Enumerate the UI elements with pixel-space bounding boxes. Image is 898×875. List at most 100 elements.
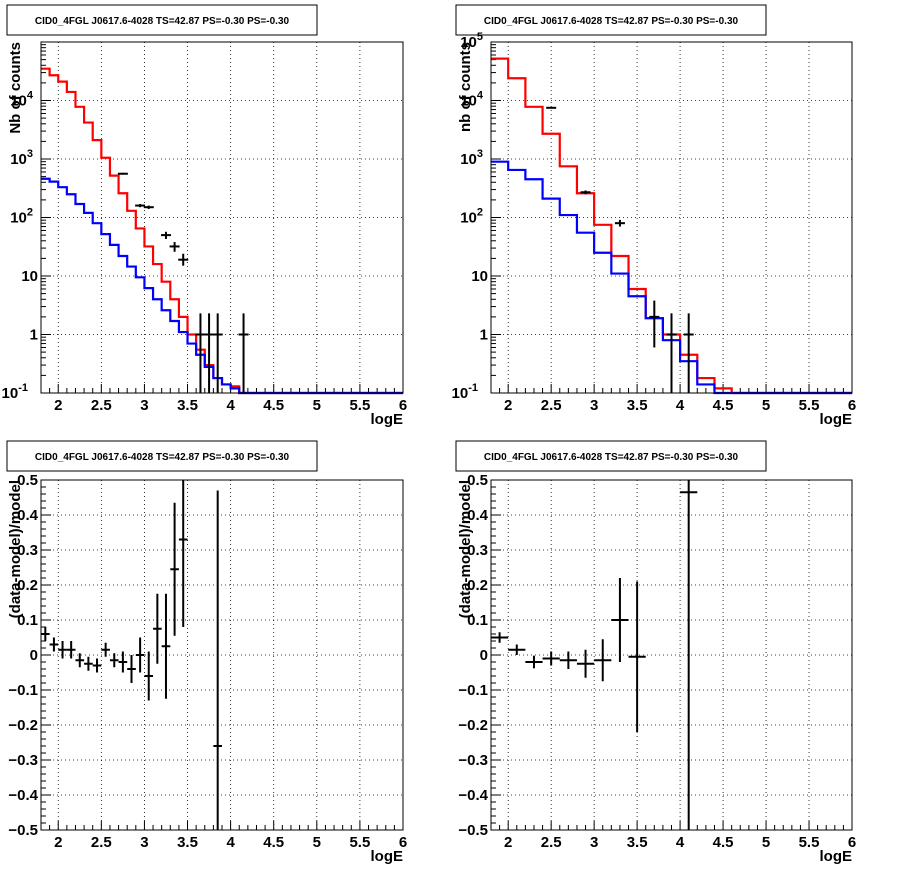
y-tick-label: 0.1 [467, 612, 488, 629]
series-2-line [491, 160, 852, 395]
x-tick-label: 2.5 [91, 397, 112, 414]
y-tick-label: 10-1 [452, 382, 478, 402]
y-tick-label: −0.5 [8, 822, 38, 839]
x-axis-label: logE [820, 411, 853, 428]
y-tick-label: 0.5 [467, 472, 488, 489]
y-tick-label: 102 [10, 207, 33, 227]
y-axis-label: (data-model)/model [7, 480, 24, 618]
y-tick-label: 104 [10, 90, 34, 110]
chart-panel-3: CID0_4FGL J0617.6-4028 TS=42.87 PS=-0.30… [6, 440, 407, 865]
y-tick-label: 0 [30, 647, 38, 664]
x-tick-label: 5.5 [799, 834, 820, 851]
y-tick-label: 0.3 [17, 542, 38, 559]
plot-frame [490, 479, 853, 831]
x-tick-label: 6 [399, 834, 407, 851]
y-tick-label: −0.4 [8, 787, 38, 804]
x-tick-label: 2 [54, 834, 62, 851]
y-tick-label: 1 [480, 327, 488, 344]
x-tick-label: 2 [504, 397, 512, 414]
y-tick-label: 103 [10, 148, 33, 168]
y-tick-label: 0.3 [467, 542, 488, 559]
title-box [6, 440, 318, 472]
y-tick-label: 0 [480, 647, 488, 664]
y-axis-label: nb of counts [457, 42, 474, 132]
x-tick-label: 4.5 [713, 834, 734, 851]
x-tick-label: 2.5 [541, 397, 562, 414]
x-tick-label: 3.5 [177, 834, 198, 851]
x-tick-label: 3.5 [627, 834, 648, 851]
chart-panel-1: CID0_4FGL J0617.6-4028 TS=42.87 PS=-0.30… [2, 4, 407, 428]
y-tick-label: −0.2 [458, 717, 488, 734]
x-tick-label: 3 [140, 397, 148, 414]
x-tick-label: 6 [848, 397, 856, 414]
x-tick-label: 2 [504, 834, 512, 851]
x-tick-label: 2.5 [541, 834, 562, 851]
y-tick-label: 1 [30, 327, 38, 344]
x-tick-label: 3.5 [627, 397, 648, 414]
series-1-line [491, 57, 852, 395]
x-tick-label: 3 [590, 397, 598, 414]
y-tick-label: 0.1 [17, 612, 38, 629]
x-axis-label: logE [820, 848, 853, 865]
y-tick-label: −0.3 [458, 752, 488, 769]
chart-title: CID0_4FGL J0617.6-4028 TS=42.87 PS=-0.30… [35, 16, 290, 27]
x-tick-label: 3.5 [177, 397, 198, 414]
y-tick-label: −0.1 [8, 682, 38, 699]
y-tick-label: 105 [460, 31, 483, 51]
x-tick-label: 4 [226, 397, 235, 414]
y-tick-label: −0.3 [8, 752, 38, 769]
y-tick-label: 104 [460, 90, 484, 110]
y-tick-label: −0.1 [458, 682, 488, 699]
chart-panel-2: CID0_4FGL J0617.6-4028 TS=42.87 PS=-0.30… [452, 4, 856, 428]
series-1-line [41, 67, 403, 395]
series-2-line [41, 177, 403, 395]
x-tick-label: 2.5 [91, 834, 112, 851]
x-tick-label: 5 [762, 397, 770, 414]
chart-panel-4: CID0_4FGL J0617.6-4028 TS=42.87 PS=-0.30… [455, 440, 856, 865]
plot-frame [40, 479, 404, 831]
y-tick-label: −0.5 [458, 822, 488, 839]
chart-title: CID0_4FGL J0617.6-4028 TS=42.87 PS=-0.30… [484, 452, 739, 463]
y-axis-label: Nb of counts [7, 42, 24, 134]
x-tick-label: 3 [140, 834, 148, 851]
y-tick-label: 102 [460, 207, 483, 227]
x-tick-label: 4 [676, 397, 685, 414]
y-tick-label: 0.4 [17, 507, 39, 524]
x-tick-label: 5.5 [349, 834, 370, 851]
y-tick-label: 103 [460, 148, 483, 168]
x-axis-label: logE [371, 411, 404, 428]
plot-frame [490, 41, 853, 394]
x-tick-label: 5 [313, 397, 321, 414]
y-tick-label: 0.4 [467, 507, 489, 524]
x-tick-label: 4.5 [713, 397, 734, 414]
y-tick-label: 10 [471, 268, 488, 285]
plot-frame [40, 41, 404, 394]
y-tick-label: −0.4 [458, 787, 488, 804]
y-tick-label: 0.2 [17, 577, 38, 594]
y-axis-label: (data-model)/model [457, 480, 474, 618]
x-tick-label: 4 [226, 834, 235, 851]
x-tick-label: 2 [54, 397, 62, 414]
x-tick-label: 6 [848, 834, 856, 851]
x-tick-label: 5.5 [799, 397, 820, 414]
x-tick-label: 4.5 [263, 834, 284, 851]
x-tick-label: 5 [313, 834, 321, 851]
chart-title: CID0_4FGL J0617.6-4028 TS=42.87 PS=-0.30… [484, 16, 739, 27]
chart-title: CID0_4FGL J0617.6-4028 TS=42.87 PS=-0.30… [35, 452, 290, 463]
y-tick-label: 10 [21, 268, 38, 285]
title-box [6, 4, 318, 36]
y-tick-label: −0.2 [8, 717, 38, 734]
x-tick-label: 5 [762, 834, 770, 851]
x-tick-label: 4 [676, 834, 685, 851]
title-box [455, 440, 767, 472]
title-box [455, 4, 767, 36]
x-axis-label: logE [371, 848, 404, 865]
x-tick-label: 4.5 [263, 397, 284, 414]
x-tick-label: 3 [590, 834, 598, 851]
x-tick-label: 5.5 [349, 397, 370, 414]
y-tick-label: 0.2 [467, 577, 488, 594]
y-tick-label: 10-1 [2, 382, 28, 402]
x-tick-label: 6 [399, 397, 407, 414]
y-tick-label: 0.5 [17, 472, 38, 489]
